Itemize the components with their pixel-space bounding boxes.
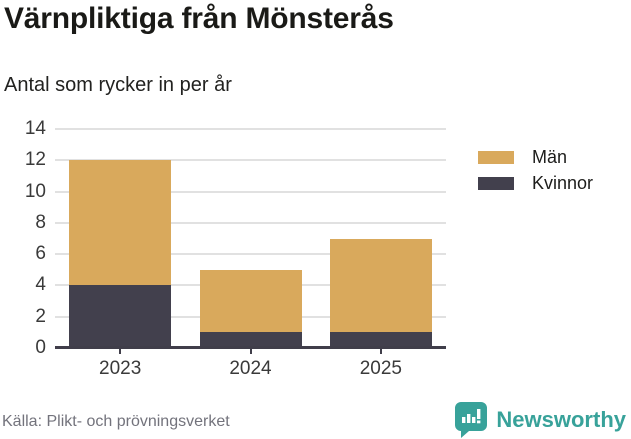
bar-2023-män [69, 160, 172, 286]
bar-2024-män [199, 269, 302, 333]
x-axis-tick [119, 348, 122, 354]
y-axis-tick-label: 4 [35, 274, 46, 296]
y-axis-tick-label: 0 [35, 337, 46, 358]
source-attribution: Källa: Plikt- och prövningsverket [2, 413, 230, 430]
legend-label: Kvinnor [532, 172, 594, 193]
newsworthy-logo-icon [454, 401, 488, 438]
x-axis-label-2025: 2025 [359, 358, 402, 379]
chart-subtitle: Antal som rycker in per år [4, 74, 232, 96]
bar-2025-kvinnor [329, 332, 432, 348]
gridline-y-12 [55, 159, 446, 162]
x-axis-tick [249, 348, 252, 354]
legend-item-man: Män [478, 144, 593, 170]
gridline-y-14 [55, 128, 446, 130]
y-axis-tick-label: 14 [24, 118, 46, 139]
legend-label: Män [532, 146, 568, 167]
gridline-y-6 [55, 253, 446, 256]
plot-area: 2023 2024 2025 [55, 128, 446, 379]
y-axis-tick-label: 10 [24, 180, 46, 202]
gridline-y-8 [55, 221, 446, 224]
gridline-y-10 [55, 190, 446, 193]
bar-2024-kvinnor [199, 332, 302, 348]
x-axis-label-2024: 2024 [229, 358, 272, 379]
legend-swatch-kvinnor [478, 176, 514, 190]
legend-item-kvinnor: Kvinnor [478, 170, 593, 196]
x-axis-label-2023: 2023 [99, 358, 142, 379]
bar-2025-män [329, 238, 432, 333]
y-axis-tick-label: 8 [35, 211, 46, 233]
chart-area: 0 2 4 6 8 10 12 14 2023 2024 2025 [0, 118, 631, 389]
page-title: Värnpliktiga från Mönsterås [4, 2, 394, 35]
x-axis-line [55, 346, 446, 349]
y-axis-tick-label: 12 [24, 149, 46, 171]
brand-wordmark: Newsworthy [496, 406, 626, 432]
newsworthy-brand-link[interactable]: Newsworthy [454, 401, 626, 438]
legend: Män Kvinnor [478, 144, 593, 196]
y-axis-tick-label: 2 [35, 305, 46, 327]
x-axis-tick [379, 348, 382, 354]
bar-2023-kvinnor [69, 285, 172, 348]
y-axis-tick-label: 6 [35, 243, 46, 265]
legend-swatch-man [478, 150, 514, 164]
